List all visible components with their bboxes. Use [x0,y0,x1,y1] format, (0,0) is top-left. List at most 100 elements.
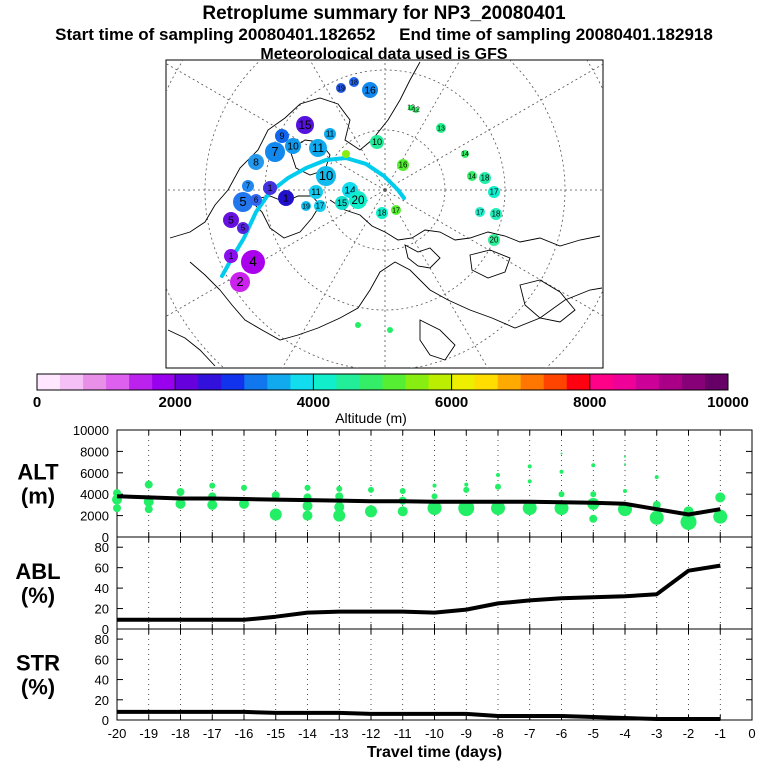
scatter-point [241,484,247,491]
plume-marker-label: 15 [298,119,312,132]
altitude-colorbar: 0 2000 4000 6000 8000 10000 [33,373,749,411]
scatter-point [144,480,153,489]
plume-marker-label: 7 [271,144,278,159]
plume-marker [250,194,262,206]
panel-alt: 0 2000 4000 6000 8000 10000 ALT(m) [17,423,753,545]
plume-marker-label: 10 [372,137,382,147]
plume-track-line [220,155,406,278]
scatter-point [334,502,345,513]
meridian-line [384,60,461,191]
scatter-point [527,464,532,469]
plume-marker [488,186,500,198]
plume-marker-label: 17 [476,209,484,216]
scatter-point [649,510,664,525]
colorbar-tick-label: 10000 [707,394,749,411]
scatter-point [527,479,532,484]
scatter-point [302,510,313,521]
plume-marker-label: 10 [319,168,333,183]
plume-marker-label: 17 [392,207,400,214]
scatter-point [522,501,537,516]
plume-marker [479,172,491,184]
colorbar-swatch [313,374,337,390]
y-tick-label: 4000 [80,487,109,502]
plume-marker [376,207,388,219]
meteorological-data-line: Meteorological data used is GFS [260,46,508,63]
scatter-point [175,498,186,509]
colorbar-swatch [106,374,130,390]
plume-marker-label: 17 [490,188,499,197]
scatter-point [427,501,442,516]
x-tick-label: -9 [460,726,472,741]
scatter-point [496,472,500,477]
y-tick-label: 6000 [80,466,109,481]
colorbar-swatch [244,374,268,390]
colorbar-swatch [451,374,476,390]
plume-marker [349,77,359,87]
plume-marker-label: 15 [337,198,347,208]
plume-marker [391,205,401,215]
colorbar-swatch [382,374,407,390]
scatter-point [715,492,726,503]
plume-marker-label: 20 [351,194,365,207]
colorbar-swatch [428,374,453,390]
scatter-point [333,509,346,522]
colorbar-swatch [543,374,568,390]
meridian-line [166,63,386,191]
plume-marker-label: 19 [337,85,345,92]
plume-marker [285,138,301,154]
x-tick-label: -11 [394,726,412,741]
plume-marker [342,150,350,158]
plume-marker [296,116,314,134]
colorbar-swatch [405,374,430,390]
y-tick-label: 40 [95,673,109,688]
plume-marker [467,171,477,181]
plume-marker [242,180,254,192]
plume-marker [488,234,500,246]
plume-marker-label: 12 [407,104,415,111]
scatter-point [464,482,469,487]
plume-marker [413,107,419,113]
y-axis-label: ABL [15,559,60,584]
scatter-point [491,501,505,516]
plume-marker [278,190,294,206]
scatter-point [624,463,626,466]
colorbar-swatch [704,374,729,390]
scatter-point [368,486,374,493]
time-series-panels: 0200040006000800010000ALT(m)020406080ABL… [15,423,755,761]
plume-marker [241,250,265,274]
colorbar-swatch [612,374,637,390]
plume-marker [397,159,409,171]
plume-marker-label: 5 [239,194,246,209]
plume-marker-label: 20 [490,236,499,245]
colorbar-label: Altitude (m) [335,410,407,426]
coastline [404,244,441,269]
scatter-point [654,475,659,480]
colorbar-swatch [129,374,153,390]
plume-marker-label: 11 [311,187,320,197]
plume-marker [224,249,238,263]
plume-marker-label: 2 [236,274,243,289]
y-tick-label: 0 [102,530,109,545]
plume-track [220,155,406,278]
y-tick-label: 2000 [80,509,109,524]
plume-marker [436,123,446,133]
plume-marker [461,150,469,158]
colorbar-swatch [635,374,660,390]
x-tick-label: -10 [425,726,444,741]
plume-marker [316,166,336,186]
x-axis-label: Travel time (days) [367,744,502,761]
scatter-point [591,463,596,468]
y-tick-label: 8000 [80,444,109,459]
plume-marker [263,181,277,195]
plume-marker-label: 5 [228,216,234,227]
scatter-point [558,491,565,498]
y-tick-label: 60 [95,652,109,667]
scatter-point [463,486,470,493]
y-axis-label: STR [16,651,60,676]
meridian-line [384,189,489,368]
series-line [117,563,721,622]
x-tick-label: -6 [556,726,568,741]
meridian-line [166,189,386,317]
plume-marker-label: 11 [312,142,324,155]
